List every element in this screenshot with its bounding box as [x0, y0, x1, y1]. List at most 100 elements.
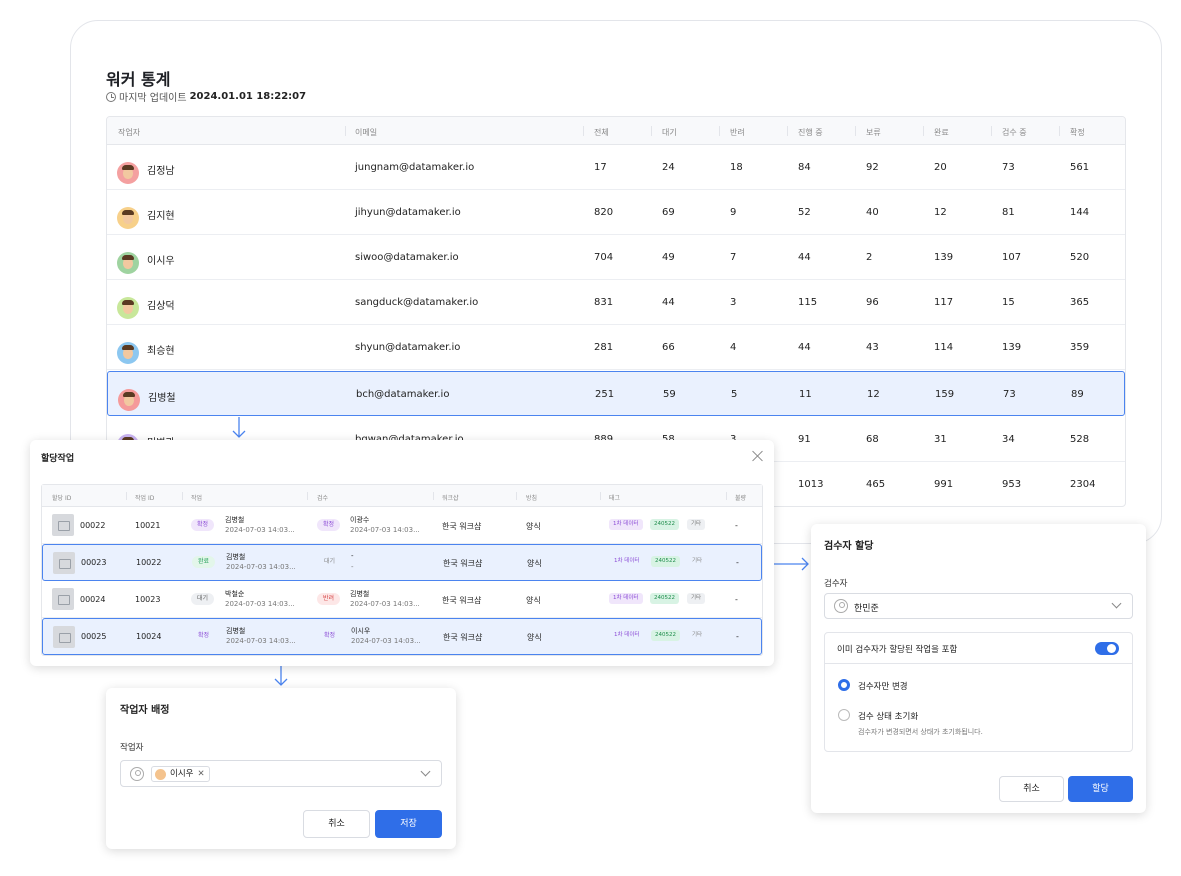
table-row[interactable]: 김정남 jungnam@datamaker.io 17 24 18 84 92 …: [107, 145, 1125, 190]
cell-total: 820: [594, 207, 614, 218]
col-header-total[interactable]: 전체: [594, 128, 609, 137]
dialog-title: 검수자 할당: [824, 541, 874, 552]
selected-worker-token[interactable]: 이시우 ✕: [151, 766, 210, 782]
table-row[interactable]: 00024 10023 대기 박철순 2024-07-03 14:03... 반…: [42, 581, 762, 618]
col-divider: [923, 126, 924, 136]
close-icon[interactable]: [751, 449, 765, 463]
task-date: 2024-07-03 14:03...: [226, 637, 296, 645]
cell-hold: 92: [866, 162, 879, 173]
task-id: 10021: [135, 521, 161, 530]
col-header-task[interactable]: 작업: [191, 495, 203, 502]
arrow-down-icon: [232, 417, 246, 438]
col-header-waiting[interactable]: 대기: [662, 128, 677, 137]
col-divider: [345, 126, 346, 136]
cell-waiting: 59: [663, 389, 676, 400]
modal-title: 할당작업: [41, 454, 75, 464]
cell-reviewing: 953: [1002, 479, 1022, 490]
cancel-button[interactable]: 취소: [303, 810, 370, 838]
cell-reviewing: 73: [1002, 162, 1015, 173]
task-worker: 김병철: [226, 627, 246, 635]
worker-email: siwoo@datamaker.io: [355, 252, 459, 263]
assign-button[interactable]: 할당: [1068, 776, 1133, 802]
col-header-workshop[interactable]: 워크샵: [442, 495, 459, 502]
col-divider: [719, 126, 720, 136]
cancel-button[interactable]: 취소: [999, 776, 1064, 802]
tag-chip: 1차 데이터: [614, 558, 640, 564]
review-date: 2024-07-03 14:03...: [350, 526, 420, 534]
col-header-confirmed[interactable]: 확정: [1070, 128, 1085, 137]
chevron-down-icon[interactable]: [420, 766, 431, 777]
policy: 양식: [526, 522, 541, 531]
reviewer-name: 이시우: [351, 627, 371, 635]
avatar: [117, 207, 139, 229]
cell-rejected: 18: [730, 162, 743, 173]
col-header-rejected[interactable]: 반려: [730, 128, 745, 137]
remove-token-icon[interactable]: ✕: [197, 769, 205, 779]
table-row-selected[interactable]: 00023 10022 완료 김병철 2024-07-03 14:03... 대…: [42, 544, 762, 581]
table-row[interactable]: 김상덕 sangduck@datamaker.io 831 44 3 115 9…: [107, 280, 1125, 325]
token-label: 이시우: [170, 769, 194, 779]
image-thumbnail-icon: [53, 626, 75, 648]
worker-name: 김병철: [148, 393, 176, 404]
cell-rejected: 4: [730, 342, 737, 353]
col-header-reviewing[interactable]: 검수 중: [1002, 128, 1027, 137]
task-id: 10023: [135, 595, 161, 604]
col-header-done[interactable]: 완료: [934, 128, 949, 137]
col-header-defect[interactable]: 불량: [735, 495, 747, 502]
cell-in-progress: 52: [798, 207, 811, 218]
table-row[interactable]: 00022 10021 확정 김병철 2024-07-03 14:03... 확…: [42, 507, 762, 544]
inspector-assign-dialog: 검수자 할당 검수자 한민준 이미 검수자가 할당된 작업을 포함 검수자만 변…: [811, 524, 1146, 813]
col-header-policy[interactable]: 방침: [526, 495, 538, 502]
assign-id: 00022: [80, 521, 106, 530]
avatar: [118, 389, 140, 411]
table-row[interactable]: 최승현 shyun@datamaker.io 281 66 4 44 43 11…: [107, 325, 1125, 370]
table-row[interactable]: 김지현 jihyun@datamaker.io 820 69 9 52 40 1…: [107, 190, 1125, 235]
cell-hold: 40: [866, 207, 879, 218]
policy: 양식: [526, 596, 541, 605]
task-date: 2024-07-03 14:03...: [225, 600, 295, 608]
task-id: 10022: [136, 558, 162, 567]
chevron-down-icon[interactable]: [1111, 598, 1122, 609]
radio-change-only[interactable]: [838, 679, 850, 691]
table-row-selected[interactable]: 김병철 bch@datamaker.io 251 59 5 11 12 159 …: [107, 371, 1125, 416]
col-divider: [991, 126, 992, 136]
col-header-tags[interactable]: 태그: [609, 495, 621, 502]
worker-email: shyun@datamaker.io: [355, 342, 461, 353]
col-header-assign-id[interactable]: 할당 ID: [52, 495, 72, 502]
col-header-email[interactable]: 이메일: [355, 128, 378, 137]
col-header-hold[interactable]: 보류: [866, 128, 881, 137]
table-row-selected[interactable]: 00025 10024 확정 김병철 2024-07-03 14:03... 확…: [42, 618, 762, 655]
col-divider: [583, 126, 584, 136]
col-header-task-id[interactable]: 작업 ID: [135, 495, 155, 502]
col-header-review[interactable]: 검수: [317, 495, 329, 502]
avatar: [117, 252, 139, 274]
reviewer-name: -: [351, 552, 354, 560]
cell-confirmed: 359: [1070, 342, 1090, 353]
cell-done: 991: [934, 479, 954, 490]
radio-reset-status[interactable]: [838, 709, 850, 721]
cell-done: 20: [934, 162, 947, 173]
dialog-title: 작업자 배정: [120, 705, 170, 716]
inspector-field-label: 검수자: [824, 579, 848, 589]
page-title: 워커 통계: [106, 70, 171, 89]
defect: -: [735, 595, 738, 604]
last-update: 마지막 업데이트 2024.01.01 18:22:07: [106, 89, 306, 104]
avatar: [117, 297, 139, 319]
cell-total: 704: [594, 252, 614, 263]
col-header-worker[interactable]: 작업자: [118, 128, 141, 137]
cell-rejected: 5: [731, 389, 738, 400]
cell-confirmed: 2304: [1070, 479, 1096, 490]
worker-assign-dialog: 작업자 배정 작업자 이시우 ✕ 취소 저장: [106, 688, 456, 849]
inspector-select[interactable]: 한민준: [824, 593, 1133, 619]
worker-select[interactable]: 이시우 ✕: [120, 760, 442, 787]
worker-name: 김지현: [147, 211, 175, 222]
table-row[interactable]: 이시우 siwoo@datamaker.io 704 49 7 44 2 139…: [107, 235, 1125, 280]
col-divider: [600, 492, 601, 500]
cell-hold: 68: [866, 434, 879, 445]
assign-id: 00025: [81, 632, 107, 641]
include-assigned-toggle[interactable]: [1095, 642, 1119, 655]
save-button[interactable]: 저장: [375, 810, 442, 838]
table-row-total: 1013 465 991 953 2304: [107, 462, 1125, 506]
defect: -: [736, 558, 739, 567]
col-header-in-progress[interactable]: 진행 중: [798, 128, 823, 137]
